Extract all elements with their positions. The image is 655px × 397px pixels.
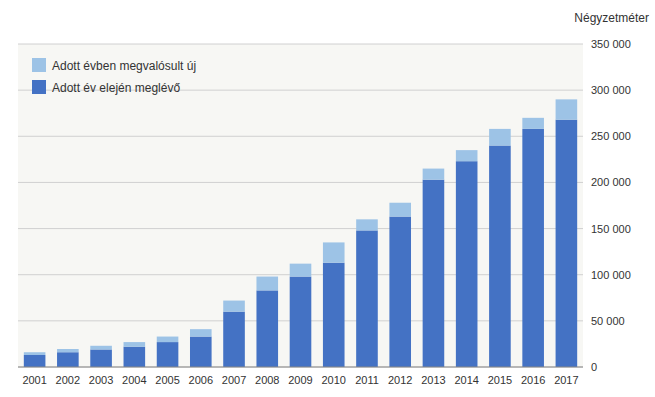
bar: [522, 129, 544, 367]
bar: [124, 342, 146, 347]
x-tick-label: 2001: [22, 374, 46, 386]
x-tick-label: 2015: [488, 374, 512, 386]
bar: [323, 242, 345, 262]
bar: [489, 146, 511, 367]
x-tick-label: 2010: [321, 374, 345, 386]
y-tick-label: 300 000: [591, 84, 631, 96]
grid-line: [18, 44, 583, 45]
x-tick-label: 2007: [222, 374, 246, 386]
y-tick-label: 250 000: [591, 130, 631, 142]
bar: [389, 203, 411, 217]
x-tick-label: 2006: [189, 374, 213, 386]
bar: [223, 301, 245, 312]
x-tick-label: 2012: [388, 374, 412, 386]
bar: [423, 180, 445, 367]
y-tick-label: 150 000: [591, 223, 631, 235]
bar: [190, 337, 212, 367]
bar: [522, 118, 544, 129]
x-tick-label: 2008: [255, 374, 279, 386]
x-tick-label: 2002: [56, 374, 80, 386]
y-axis: 0 50 000 100 000 150 000 200 000 250 000 300 0…: [18, 38, 631, 373]
x-tick-label: 2011: [355, 374, 379, 386]
bar: [389, 217, 411, 367]
grid-line: [18, 367, 583, 368]
bar: [456, 161, 478, 367]
bar: [57, 352, 79, 367]
y-tick-label: 50 000: [591, 315, 625, 327]
bar: [256, 290, 278, 367]
bar: [489, 129, 511, 146]
bar: [556, 99, 578, 119]
x-tick-label: 2016: [521, 374, 545, 386]
y-tick-label: 100 000: [591, 269, 631, 281]
bar: [556, 120, 578, 367]
bar: [456, 150, 478, 161]
x-tick-label: 2005: [155, 374, 179, 386]
bar: [157, 342, 179, 367]
y-tick-label: 0: [591, 361, 597, 373]
legend: Adott évben megvalósult új Adott év elejé…: [32, 58, 196, 95]
bar: [57, 349, 79, 352]
x-tick-label: 2017: [554, 374, 578, 386]
bar: [423, 169, 445, 180]
bars: [24, 99, 577, 367]
y-tick-label: 350 000: [591, 38, 631, 50]
bar: [90, 349, 112, 367]
bar: [157, 337, 179, 343]
legend-label: Adott évben megvalósult új: [52, 59, 196, 73]
bar: [290, 264, 312, 277]
x-tick-label: 2003: [89, 374, 113, 386]
bar: [223, 312, 245, 367]
bar: [190, 329, 212, 336]
x-tick-label: 2014: [454, 374, 478, 386]
bar: [24, 355, 46, 367]
x-axis-line: [18, 367, 583, 368]
legend-swatch: [32, 58, 46, 72]
bar: [124, 347, 146, 367]
x-tick-label: 2013: [421, 374, 445, 386]
x-axis: 2001 2002 2003 2004 2005 2006 2007 2008 2009 2010…: [18, 367, 583, 386]
x-tick-label: 2004: [122, 374, 146, 386]
legend-swatch: [32, 80, 46, 94]
bar: [90, 346, 112, 350]
bar: [356, 219, 378, 230]
bar: [256, 277, 278, 291]
bar: [290, 277, 312, 367]
chart: 0 50 000 100 000 150 000 200 000 250 000 300 0…: [0, 0, 655, 397]
x-tick-label: 2009: [288, 374, 312, 386]
bar: [356, 230, 378, 367]
y-tick-label: 200 000: [591, 176, 631, 188]
y-axis-label: Négyzetméter: [574, 11, 649, 25]
plot-area: [18, 44, 583, 367]
legend-label: Adott év elején meglévő: [52, 81, 180, 95]
bar: [24, 352, 46, 355]
bar: [323, 263, 345, 367]
